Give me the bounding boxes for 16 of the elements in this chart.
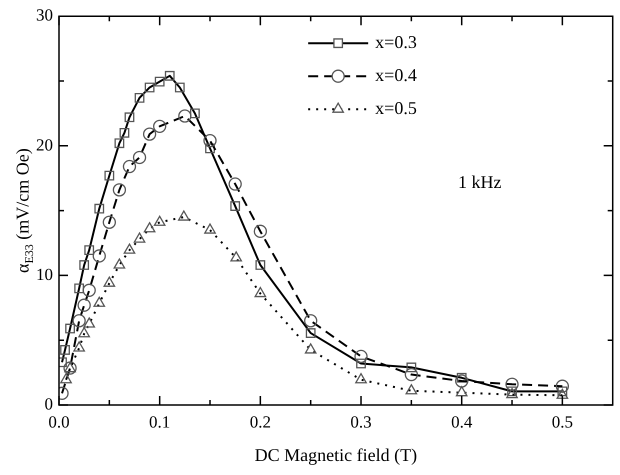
y-tick-label: 30 (36, 6, 53, 25)
legend-label: x=0.4 (375, 64, 417, 85)
y-tick-label: 0 (44, 394, 53, 414)
x-tick-label: 0.1 (149, 412, 170, 432)
x-tick-label: 0.4 (451, 412, 473, 432)
x-tick-label: 0.2 (250, 412, 271, 432)
annotation: 1 kHz (458, 172, 502, 192)
y-tick-label: 10 (36, 264, 53, 284)
legend-label: x=0.3 (375, 32, 417, 52)
y-axis-title: αE33 (mV/cm Oe) (12, 148, 36, 273)
legend-label: x=0.5 (375, 98, 417, 118)
x-tick-label: 0.5 (552, 412, 573, 432)
y-tick-label: 20 (36, 135, 53, 154)
x-axis-title: DC Magnetic field (T) (254, 444, 418, 465)
x-tick-label: 0.0 (48, 412, 70, 432)
x-tick-label: 0.3 (350, 412, 372, 432)
